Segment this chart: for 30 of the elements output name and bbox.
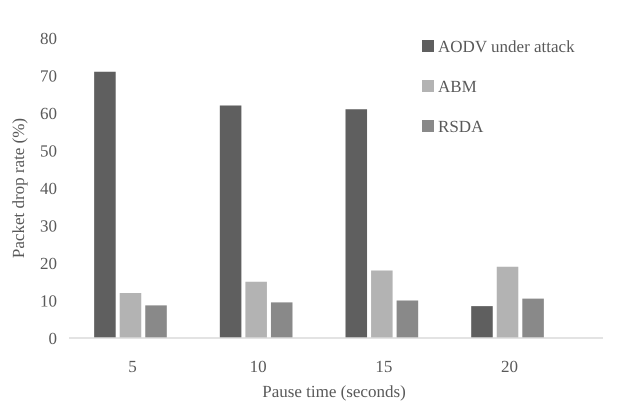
- legend-label: AODV under attack: [438, 36, 576, 56]
- legend-label: RSDA: [438, 116, 484, 136]
- y-tick-label: 70: [40, 66, 57, 86]
- bar: [522, 298, 544, 338]
- y-tick-label: 60: [40, 104, 57, 123]
- bar: [120, 293, 142, 338]
- bar: [94, 72, 116, 338]
- bar: [220, 106, 242, 338]
- x-tick-label: 5: [128, 357, 137, 376]
- y-tick-label: 50: [40, 141, 57, 160]
- bar: [371, 270, 393, 338]
- y-tick-label: 10: [40, 291, 57, 310]
- bar: [496, 266, 518, 338]
- bar: [145, 305, 167, 338]
- x-axis-title: Pause time (seconds): [262, 382, 406, 401]
- bar: [346, 109, 368, 338]
- y-tick-label: 0: [48, 328, 57, 348]
- bar: [245, 282, 267, 338]
- x-tick-label: 10: [250, 357, 267, 376]
- bar: [270, 302, 292, 338]
- bar: [396, 300, 418, 338]
- y-tick-label: 30: [40, 216, 57, 236]
- x-tick-label: 20: [501, 357, 518, 376]
- y-tick-label: 80: [40, 28, 57, 48]
- y-tick-label: 20: [40, 254, 57, 273]
- y-axis-title: Packet drop rate (%): [9, 118, 28, 258]
- y-tick-label: 40: [40, 178, 57, 198]
- legend-label: ABM: [438, 76, 477, 96]
- bar: [471, 306, 493, 338]
- x-tick-label: 15: [375, 357, 392, 376]
